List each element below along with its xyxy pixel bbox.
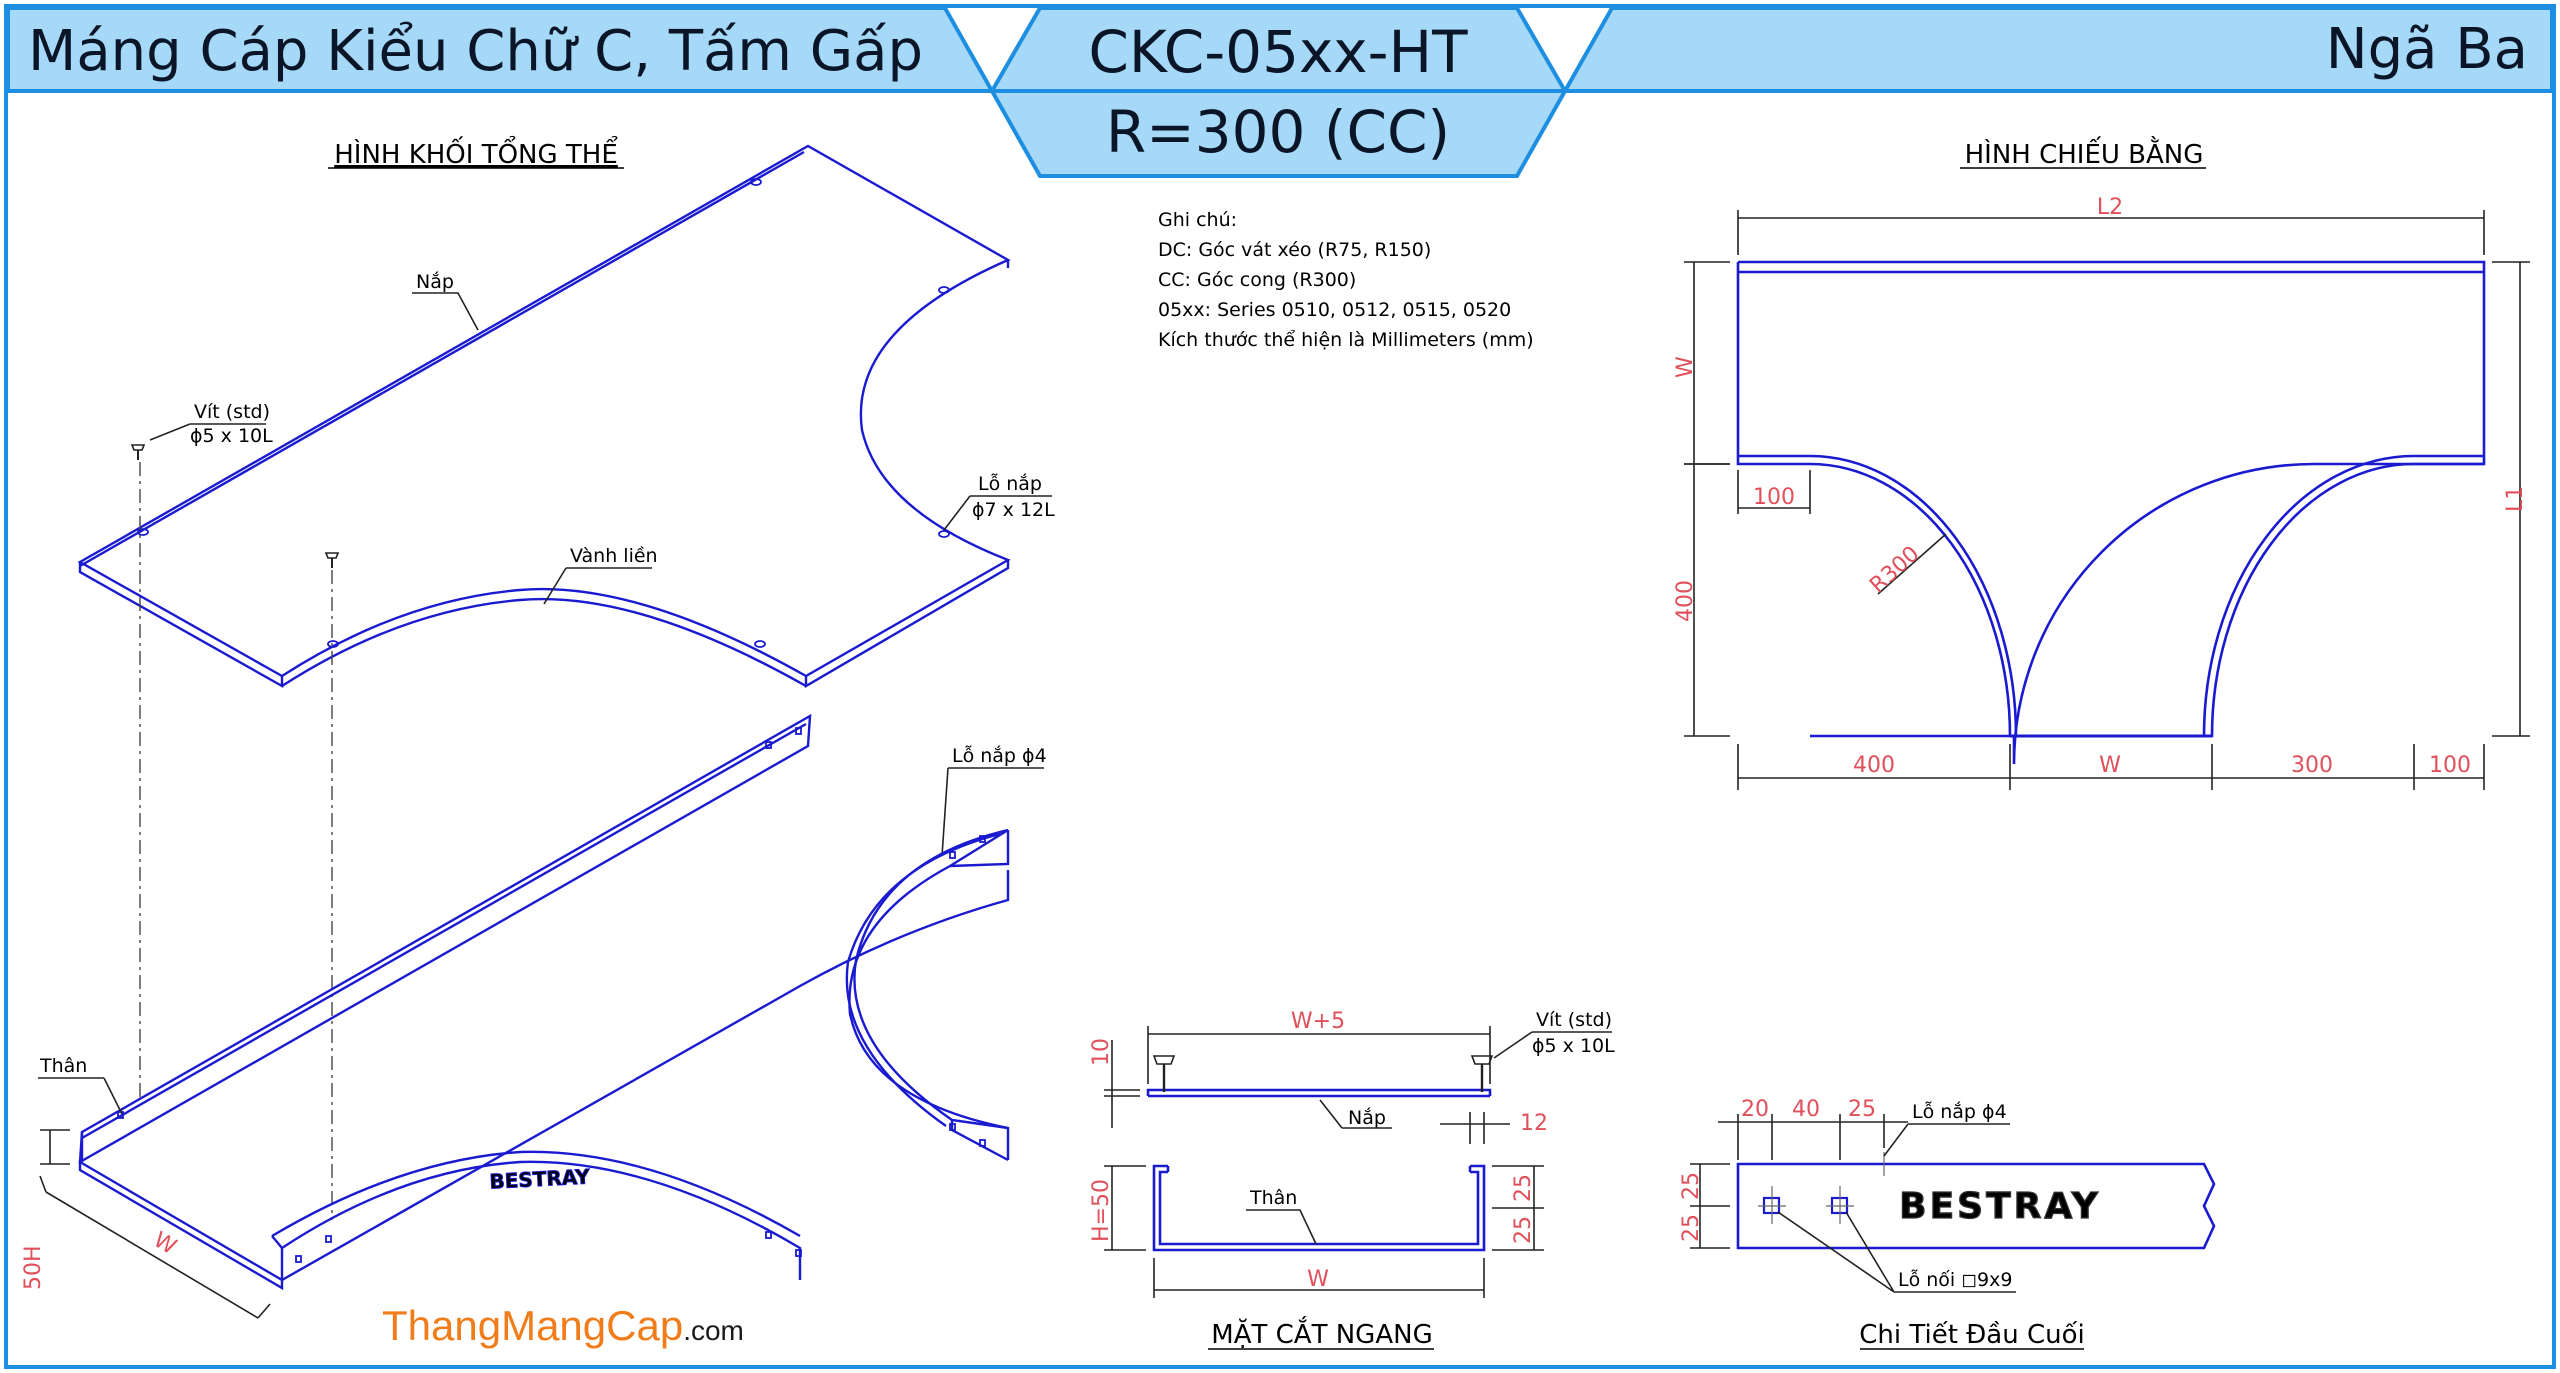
dim-r300: R300: [1865, 542, 1924, 599]
dim-w-bottom: W: [2099, 753, 2121, 778]
dim-w5: W+5: [1291, 1009, 1345, 1034]
note-line: 05xx: Series 0510, 0512, 0515, 0520: [1158, 299, 1511, 321]
cover-plate: [77, 144, 1011, 689]
plan-outline: [1736, 260, 2486, 765]
dim-l1: L1: [2503, 486, 2528, 512]
section-view: W+5 10 H=50 12 25 25 W Vít (std) ϕ5 x 10…: [1089, 1009, 1615, 1350]
tray-body: [78, 713, 1010, 1291]
dim-40: 40: [1792, 1097, 1820, 1122]
plan-dimensions: L2 W L1 100 R300 400 400 W 300 100: [1673, 195, 2530, 790]
label-lo-nap-size: ϕ7 x 12L: [972, 499, 1055, 521]
dim-100-top: 100: [1753, 485, 1795, 510]
label-lo-nap4: Lỗ nắp ϕ4: [952, 744, 1047, 767]
dim-300: 300: [2291, 753, 2333, 778]
end-detail-title: Chi Tiết Đầu Cuối: [1859, 1320, 2084, 1350]
label-than-section: Thân: [1249, 1187, 1297, 1209]
cover-holes: [137, 178, 950, 648]
note-line: CC: Góc cong (R300): [1158, 269, 1356, 291]
end-detail: BESTRAY 20 40 25 25 25 Lỗ nắp ϕ4 Lỗ nối …: [1679, 1097, 2216, 1350]
dim-10: 10: [1089, 1038, 1114, 1066]
section-view-title: MẶT CẮT NGANG: [1211, 1315, 1432, 1350]
label-vit: Vít (std): [194, 401, 270, 423]
label-vit-size-section: ϕ5 x 10L: [1532, 1035, 1615, 1057]
label-lo-noi: Lỗ nối ◻9x9: [1898, 1268, 2012, 1291]
screw-icon: [1152, 1055, 1176, 1092]
label-than: Thân: [39, 1055, 87, 1077]
label-lo-nap4-end: Lỗ nắp ϕ4: [1912, 1100, 2007, 1123]
dim-w-side: W: [1673, 356, 1698, 378]
section-cover: [1146, 1088, 1492, 1098]
dim-25b: 25: [1511, 1216, 1536, 1244]
footer-brand: ThangMangCap.com: [382, 1302, 744, 1349]
dim-400-side: 400: [1673, 580, 1698, 622]
title-band-right: [1561, 6, 2554, 93]
title-right: Ngã Ba: [2326, 17, 2528, 82]
title-block: Máng Cáp Kiểu Chữ C, Tấm Gấp CKC-05xx-HT…: [6, 6, 2554, 178]
dim-25a: 25: [1511, 1174, 1536, 1202]
label-vit-size: ϕ5 x 10L: [190, 425, 273, 447]
notes-heading: Ghi chú:: [1158, 209, 1237, 231]
dim-l2: L2: [2097, 195, 2123, 220]
dim-400-bottom: 400: [1853, 753, 1895, 778]
title-left: Máng Cáp Kiểu Chữ C, Tấm Gấp: [28, 19, 923, 84]
section-body: [1152, 1164, 1486, 1252]
label-nap-section: Nắp: [1348, 1106, 1386, 1129]
dim-25b-end: 25: [1679, 1214, 1704, 1242]
dim-20: 20: [1741, 1097, 1769, 1122]
label-lo-nap: Lỗ nắp: [978, 472, 1042, 495]
plan-view: HÌNH CHIẾU BẰNG L2 W L1 100 R300 400: [1673, 135, 2530, 790]
iso-view-title: HÌNH KHỐI TỔNG THỂ: [334, 135, 618, 170]
dim-12: 12: [1520, 1111, 1548, 1136]
brand-mark-end: BESTRAY: [1899, 1186, 2101, 1227]
label-vit-section: Vít (std): [1536, 1009, 1612, 1031]
screw-icon: [1470, 1055, 1494, 1092]
end-plate: [1736, 1162, 2216, 1250]
note-line: DC: Góc vát xéo (R75, R150): [1158, 239, 1431, 261]
radius-label: R=300 (CC): [1106, 98, 1450, 166]
model-code: CKC-05xx-HT: [1088, 18, 1468, 86]
dim-w-section: W: [1307, 1267, 1329, 1292]
note-line: Kích thước thể hiện là Millimeters (mm): [1158, 329, 1534, 351]
screw-icon: [130, 444, 146, 460]
screw-icon: [324, 552, 340, 568]
notes: Ghi chú: DC: Góc vát xéo (R75, R150) CC:…: [1158, 209, 1534, 351]
label-nap: Nắp: [416, 270, 454, 293]
dim-25-top: 25: [1848, 1097, 1876, 1122]
plan-view-title: HÌNH CHIẾU BẰNG: [1965, 135, 2204, 170]
brand-main: ThangMangCap.com: [382, 1302, 744, 1349]
iso-view: HÌNH KHỐI TỔNG THỂ: [21, 135, 1055, 1319]
dim-50h: 50H: [21, 1245, 46, 1290]
body-slots: [117, 727, 986, 1263]
dim-100-bottom: 100: [2429, 753, 2471, 778]
label-vanh-lien: Vành liền: [570, 545, 658, 567]
dim-h50: H=50: [1089, 1179, 1114, 1242]
dim-25a-end: 25: [1679, 1172, 1704, 1200]
brand-mark-iso: BESTRAY: [489, 1164, 591, 1193]
